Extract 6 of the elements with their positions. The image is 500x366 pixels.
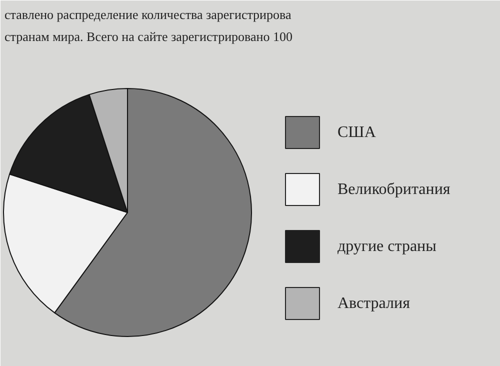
text: странам мира. Всего на сайте зарегистрировано 100 [4,29,292,44]
legend-label: другие страны [338,238,437,255]
legend-label: Великобритания [338,181,451,198]
text: ставлено распределение количества зарегистрирова [4,7,292,22]
legend-label: США [338,124,376,141]
legend-label: Австралия [338,295,411,312]
